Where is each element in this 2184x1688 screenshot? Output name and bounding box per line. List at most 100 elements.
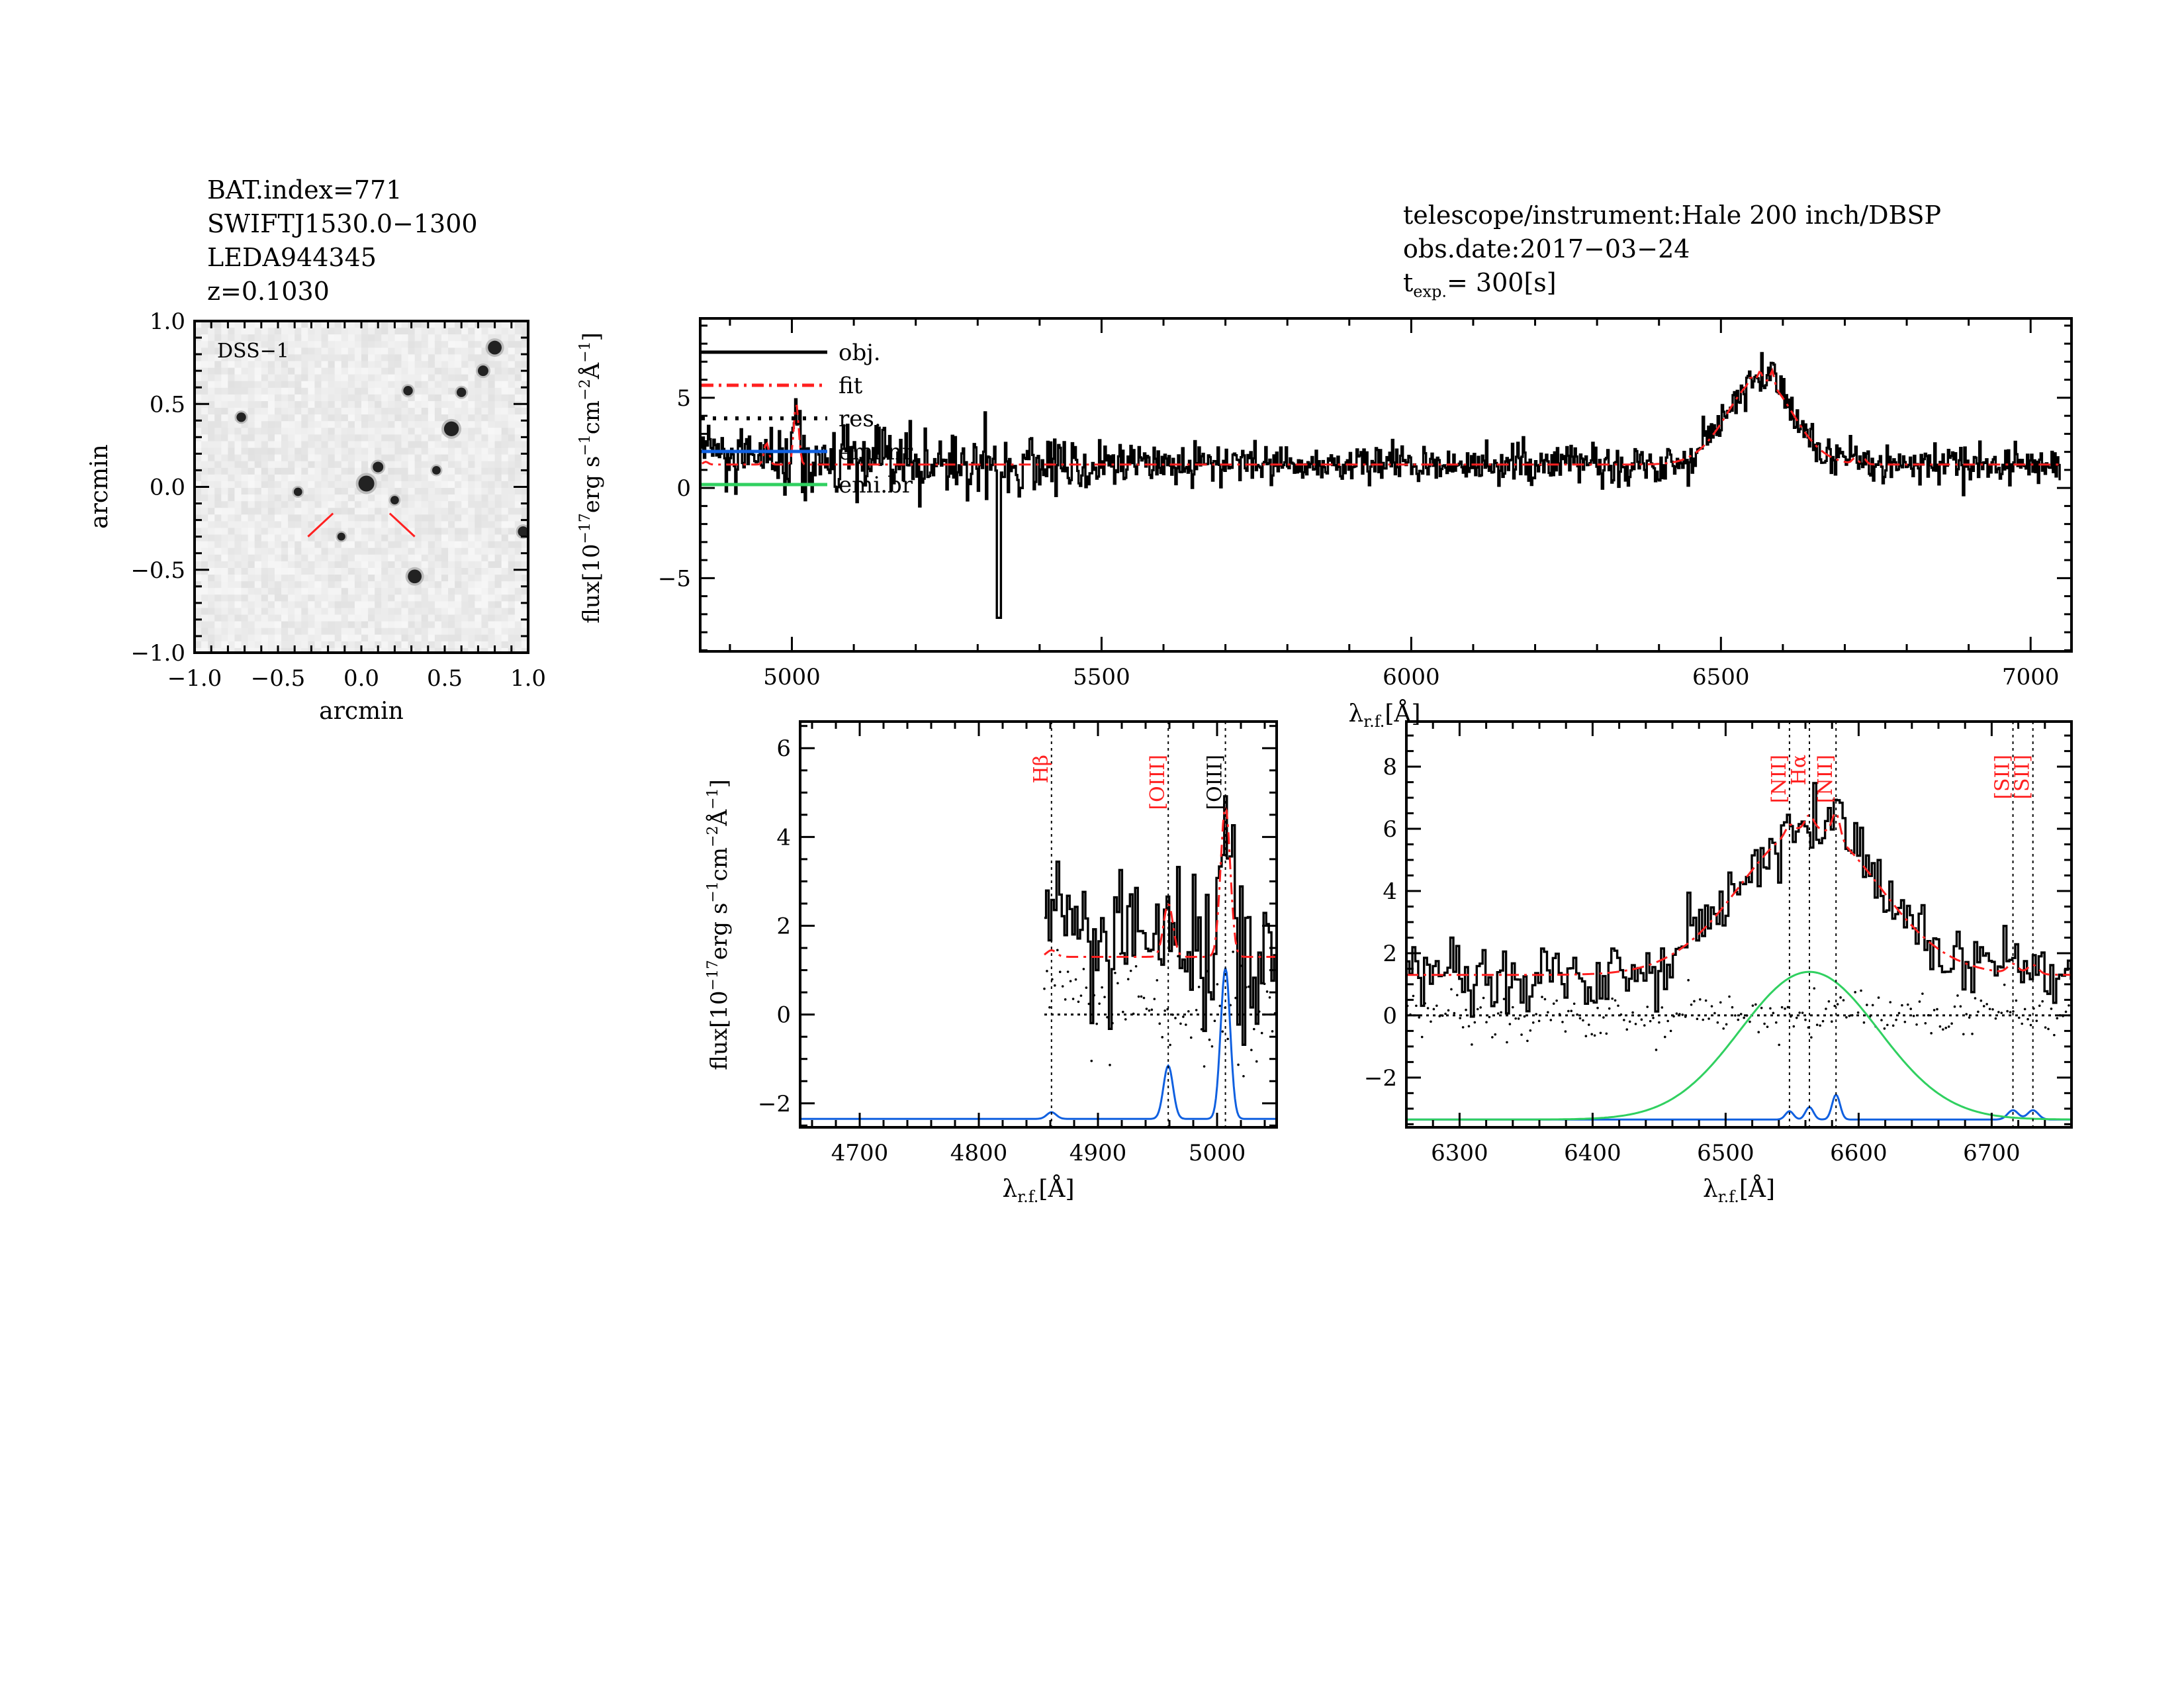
pixel [428,494,435,502]
pixel [468,434,475,442]
pixel [341,501,349,508]
residual-point [1938,1025,1942,1028]
pixel [295,454,302,462]
pixel [388,414,395,422]
pixel [448,361,455,369]
pixel [208,374,215,382]
pixel [354,408,362,415]
pixel [434,614,442,622]
pixel [267,394,275,402]
pixel [488,575,496,582]
residual-point [2018,1016,2021,1019]
pixel [195,321,202,328]
pixel [308,454,316,462]
residual-point [1985,1003,1988,1006]
pixel [448,534,455,542]
residual-point [1883,1027,1886,1030]
pixel [234,588,242,595]
y-tick-label: 1.0 [150,308,185,335]
pixel [434,454,442,462]
pixel [521,547,528,555]
residual-point [1643,1024,1646,1027]
x-tick-label: 5000 [763,664,821,690]
pixel [341,628,349,635]
pixel [455,514,462,522]
pixel [514,641,522,649]
pixel [481,461,489,469]
pixel [434,641,442,649]
pixel [375,454,382,462]
pixel [361,508,369,515]
pixel [428,408,435,415]
pixel [394,621,402,629]
pixel [414,374,422,382]
pixel [308,547,316,555]
pixel [195,474,202,482]
pixel [314,387,322,395]
pixel [288,481,295,489]
pixel [314,461,322,469]
pixel [261,581,269,588]
star [236,412,246,422]
residual-point [1734,1014,1737,1017]
pixel [354,421,362,428]
pixel [494,374,502,382]
pixel [295,348,302,355]
pixel [448,328,455,335]
residual-point [2029,1023,2032,1027]
pixel [208,394,215,402]
pixel [234,514,242,522]
residual-point [1069,980,1072,982]
pixel [301,608,308,616]
pixel [501,628,509,635]
line-label: Hα [1788,755,1811,785]
pixel [228,367,236,375]
pixel [461,528,469,536]
pixel [514,367,522,375]
pixel [481,421,489,428]
residual-point [1095,1022,1098,1025]
residual-point [1661,1006,1664,1009]
pixel [288,501,295,508]
pixel [347,361,355,369]
pixel [241,488,249,495]
pixel [501,441,509,449]
pixel [508,588,516,595]
pixel [434,601,442,609]
pixel [301,634,308,642]
pixel [388,387,395,395]
pixel [521,394,528,402]
pixel [221,354,228,362]
pixel [475,501,482,508]
pixel [254,421,262,428]
pixel [214,481,222,489]
pixel [201,634,208,642]
pixel [381,547,388,555]
pixel [321,367,329,375]
pixel [334,575,342,582]
pixel [375,601,382,609]
pixel [261,447,269,455]
pixel [494,534,502,542]
x-tick-label: 6700 [1963,1140,2021,1166]
pixel [295,541,302,549]
pixel [514,461,522,469]
pixel [414,514,422,522]
pixel [234,321,242,328]
pixel [434,594,442,602]
pixel [321,334,329,342]
residual-point [1177,955,1179,958]
residual-point [2026,1017,2029,1021]
xlabel-main: λ [1002,1176,1017,1203]
pixel [308,428,316,435]
pixel [295,608,302,616]
residual-point [1815,1023,1819,1026]
pixel [214,588,222,595]
residual-point [1248,985,1250,988]
pixel [408,381,416,389]
pixel [248,387,255,395]
pixel [334,601,342,609]
pixel [514,501,522,508]
pixel [295,441,302,449]
pixel [221,408,228,415]
